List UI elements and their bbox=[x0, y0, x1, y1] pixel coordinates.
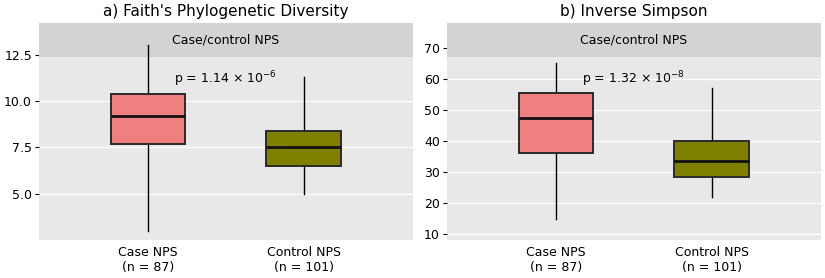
Text: p = 1.32 $\times$ 10$^{-8}$: p = 1.32 $\times$ 10$^{-8}$ bbox=[582, 70, 686, 90]
Bar bbox=[674, 141, 749, 177]
Bar bbox=[39, 23, 412, 57]
Text: p = 1.14 $\times$ 10$^{-6}$: p = 1.14 $\times$ 10$^{-6}$ bbox=[174, 70, 277, 90]
Title: a) Faith's Phylogenetic Diversity: a) Faith's Phylogenetic Diversity bbox=[103, 4, 349, 19]
Bar bbox=[519, 93, 593, 153]
Text: Case/control NPS: Case/control NPS bbox=[580, 33, 687, 46]
Bar bbox=[266, 131, 342, 166]
Bar bbox=[111, 94, 186, 144]
Title: b) Inverse Simpson: b) Inverse Simpson bbox=[560, 4, 708, 19]
Text: Case/control NPS: Case/control NPS bbox=[172, 33, 280, 46]
Bar bbox=[447, 23, 821, 57]
